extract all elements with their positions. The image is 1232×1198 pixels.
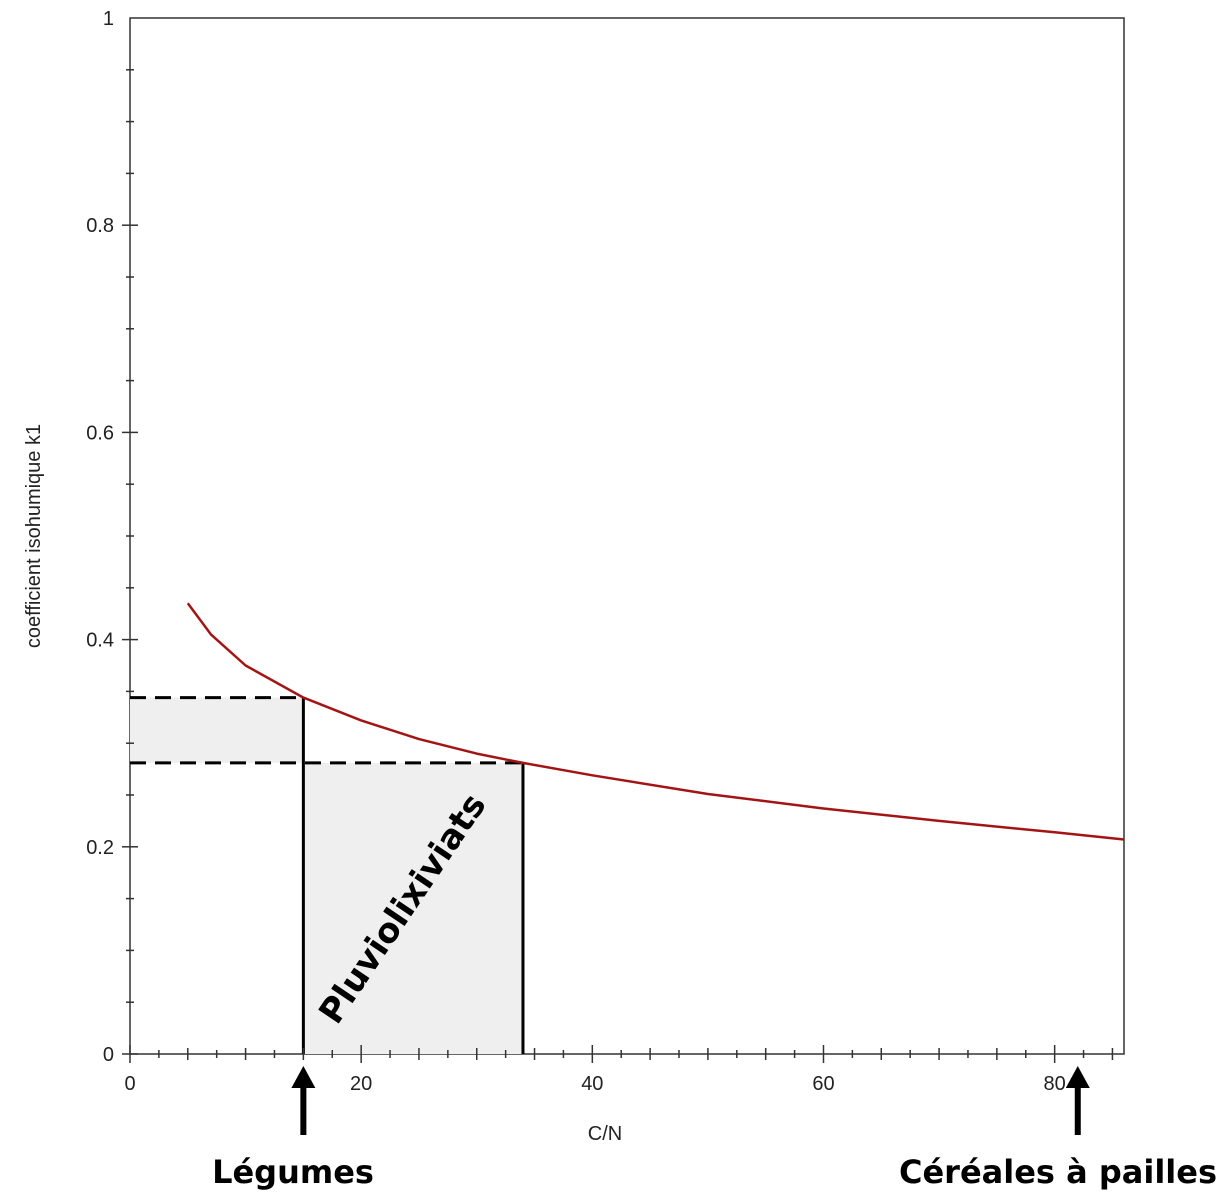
- y-tick-label: 0: [103, 1044, 114, 1066]
- y-tick-label: 0.2: [86, 837, 114, 859]
- x-tick-label: 0: [124, 1073, 135, 1095]
- y-tick-label: 1: [103, 8, 114, 30]
- y-tick-label: 0.6: [86, 422, 114, 444]
- series-line-0: [186, 602, 1125, 841]
- shade-main: [303, 762, 523, 1054]
- arrow-left-label: Légumes: [212, 1153, 374, 1191]
- arrows: [291, 1066, 1090, 1135]
- series-layer: [186, 602, 1125, 841]
- y-tick-label: 0.4: [86, 630, 114, 652]
- plot-frame: [129, 17, 1125, 1055]
- axis-ticks: 0 0.2 0.4 0.6 0.8 1 0 20 40 60 80: [86, 8, 1114, 1095]
- arrow-right-head: [1065, 1066, 1090, 1088]
- x-tick-label: 20: [350, 1073, 372, 1095]
- y-tick-label: 0.8: [86, 215, 114, 237]
- arrow-left-head: [291, 1066, 316, 1088]
- shaded-region: [130, 697, 523, 1054]
- x-tick-label: 40: [581, 1073, 603, 1095]
- y-axis-label: coefficient isohumique k1: [23, 424, 45, 648]
- reference-lines: [130, 696, 525, 1054]
- shade-left: [130, 697, 304, 763]
- arrow-right-label: Céréales à pailles: [899, 1153, 1217, 1191]
- x-tick-label: 80: [1044, 1073, 1066, 1095]
- x-tick-label: 60: [812, 1073, 834, 1095]
- x-axis-label: C/N: [588, 1123, 622, 1145]
